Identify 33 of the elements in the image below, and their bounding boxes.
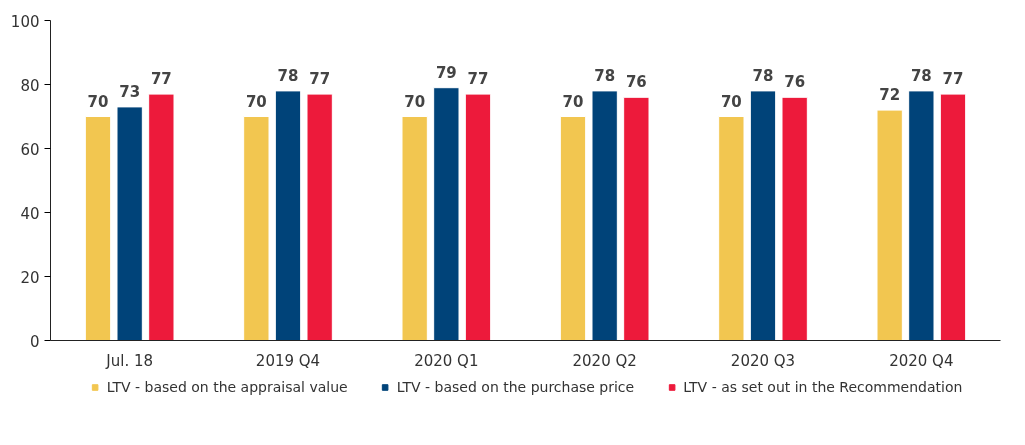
x-tick-label: 2020 Q4 xyxy=(889,351,954,370)
y-tick-label: 60 xyxy=(20,140,40,159)
legend-label: LTV - as set out in the Recommendation xyxy=(683,379,963,395)
data-label: 72 xyxy=(879,86,901,105)
x-tick-label: 2019 Q4 xyxy=(255,351,321,370)
data-label: 77 xyxy=(467,70,489,89)
data-label: 76 xyxy=(625,73,647,92)
data-label: 78 xyxy=(752,66,774,85)
data-label: 77 xyxy=(309,70,331,89)
data-label: 79 xyxy=(435,63,457,82)
legend-label: LTV - based on the appraisal value xyxy=(106,379,348,395)
data-label: 70 xyxy=(562,92,584,111)
data-label: 70 xyxy=(720,92,742,111)
y-tick-label: 80 xyxy=(20,76,40,95)
y-tick-label: 100 xyxy=(10,12,40,31)
x-tick-label: 2020 Q2 xyxy=(572,351,637,370)
x-tick-label: 2020 Q1 xyxy=(414,351,479,370)
data-label: 70 xyxy=(404,92,426,111)
legend-label: LTV - based on the purchase price xyxy=(396,379,635,395)
x-tick-label: Jul. 18 xyxy=(105,351,154,370)
data-label: 70 xyxy=(245,92,267,111)
data-label: 78 xyxy=(277,66,299,85)
data-label: 78 xyxy=(594,66,616,85)
y-tick-label: 0 xyxy=(29,332,40,351)
data-label: 73 xyxy=(119,82,141,101)
y-tick-label: 20 xyxy=(20,268,40,287)
x-tick-label: 2020 Q3 xyxy=(730,351,796,370)
data-label: 77 xyxy=(150,70,172,89)
data-label: 78 xyxy=(910,66,932,85)
data-label: 70 xyxy=(87,92,109,111)
data-label: 76 xyxy=(784,73,806,92)
y-tick-label: 40 xyxy=(20,204,40,223)
data-label: 77 xyxy=(942,70,964,89)
